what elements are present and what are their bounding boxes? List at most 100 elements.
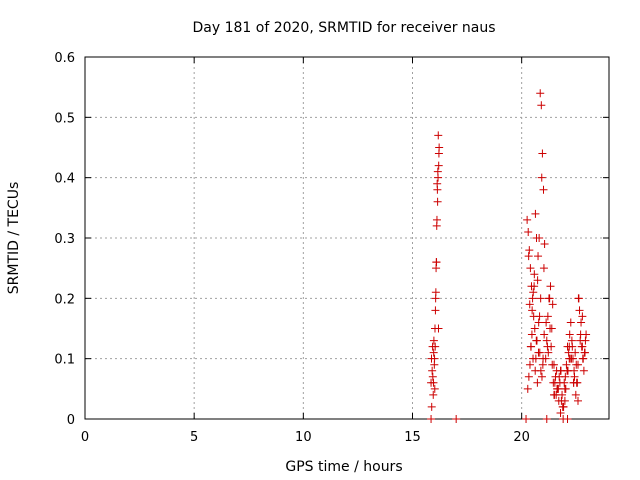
data-point bbox=[542, 336, 551, 345]
data-point bbox=[537, 372, 546, 381]
data-point bbox=[533, 276, 542, 285]
data-point bbox=[563, 415, 572, 423]
y-tick-labels: 0 0.1 0.2 0.3 0.4 0.5 0.6 bbox=[54, 51, 75, 428]
data-point bbox=[558, 402, 567, 411]
chart-title: Day 181 of 2020, SRMTID for receiver nau… bbox=[192, 20, 495, 36]
data-point bbox=[526, 264, 535, 273]
data-point bbox=[573, 360, 582, 369]
data-point bbox=[523, 384, 532, 393]
data-point bbox=[434, 324, 443, 333]
x-tick-labels: 0 5 10 15 20 bbox=[81, 430, 530, 445]
data-point bbox=[524, 252, 533, 261]
data-point bbox=[538, 149, 547, 158]
data-point bbox=[556, 408, 565, 417]
data-point bbox=[549, 390, 558, 399]
data-point bbox=[524, 227, 533, 236]
data-point bbox=[576, 336, 585, 345]
data-point bbox=[577, 318, 586, 327]
y-tick-label: 0.5 bbox=[54, 111, 75, 126]
data-point bbox=[431, 294, 440, 303]
data-point bbox=[431, 306, 440, 315]
data-point bbox=[534, 252, 543, 261]
data-point bbox=[571, 348, 580, 357]
data-point bbox=[434, 131, 443, 140]
data-point bbox=[565, 354, 574, 363]
data-point bbox=[530, 270, 539, 279]
data-point bbox=[565, 342, 574, 351]
data-point bbox=[545, 294, 554, 303]
data-point bbox=[531, 209, 540, 218]
data-point bbox=[532, 336, 541, 345]
data-point bbox=[428, 366, 437, 375]
data-point bbox=[547, 324, 556, 333]
data-point bbox=[452, 415, 461, 423]
y-tick-label: 0.4 bbox=[54, 172, 75, 187]
data-point bbox=[544, 348, 553, 357]
y-tick-label: 0 bbox=[67, 413, 75, 428]
x-axis-label: GPS time / hours bbox=[285, 459, 402, 475]
data-point bbox=[550, 378, 559, 387]
data-point bbox=[542, 318, 551, 327]
x-tick-label: 0 bbox=[81, 430, 89, 445]
data-point bbox=[540, 240, 549, 249]
data-point bbox=[575, 306, 584, 315]
data-point bbox=[432, 258, 441, 267]
data-point bbox=[540, 330, 549, 339]
y-axis-label: SRMTID / TECUs bbox=[6, 182, 22, 295]
data-point bbox=[524, 372, 533, 381]
data-point bbox=[433, 197, 442, 206]
y-tick-label: 0.2 bbox=[54, 292, 75, 307]
data-point bbox=[528, 306, 537, 315]
data-point bbox=[527, 330, 536, 339]
data-point bbox=[546, 282, 555, 291]
data-point bbox=[530, 324, 539, 333]
data-point bbox=[549, 360, 558, 369]
data-point bbox=[560, 396, 569, 405]
data-point bbox=[543, 342, 552, 351]
grid-lines bbox=[85, 57, 609, 419]
data-point bbox=[433, 185, 442, 194]
x-tick-label: 5 bbox=[190, 430, 198, 445]
data-point bbox=[560, 378, 569, 387]
data-point bbox=[578, 342, 587, 351]
data-point bbox=[430, 354, 439, 363]
data-point bbox=[570, 372, 579, 381]
data-point bbox=[537, 101, 546, 110]
y-tick-label: 0.3 bbox=[54, 232, 75, 247]
y-tick-label: 0.6 bbox=[54, 51, 75, 66]
data-point bbox=[525, 246, 534, 255]
data-point bbox=[548, 300, 557, 309]
data-point bbox=[523, 215, 532, 224]
data-point bbox=[526, 342, 535, 351]
data-point bbox=[428, 372, 437, 381]
data-point bbox=[579, 354, 588, 363]
data-point bbox=[531, 366, 540, 375]
data-point bbox=[573, 396, 582, 405]
data-point bbox=[529, 354, 538, 363]
data-point bbox=[555, 372, 564, 381]
data-point bbox=[580, 348, 589, 357]
y-tick-label: 0.1 bbox=[54, 353, 75, 368]
data-point bbox=[541, 354, 550, 363]
data-point bbox=[431, 342, 440, 351]
data-points bbox=[427, 89, 591, 423]
data-point bbox=[534, 318, 543, 327]
data-point bbox=[427, 415, 436, 423]
data-point bbox=[429, 390, 438, 399]
data-point bbox=[574, 294, 583, 303]
data-point bbox=[429, 336, 438, 345]
data-point bbox=[429, 378, 438, 387]
data-point bbox=[535, 312, 544, 321]
data-point bbox=[537, 173, 546, 182]
data-point bbox=[562, 360, 571, 369]
plot-area-frame bbox=[84, 56, 610, 420]
data-point bbox=[434, 149, 443, 158]
data-point bbox=[433, 167, 442, 176]
data-point bbox=[579, 366, 588, 375]
data-point bbox=[569, 378, 578, 387]
data-point bbox=[434, 161, 443, 170]
data-point bbox=[566, 318, 575, 327]
data-point bbox=[565, 330, 574, 339]
data-point bbox=[578, 312, 587, 321]
